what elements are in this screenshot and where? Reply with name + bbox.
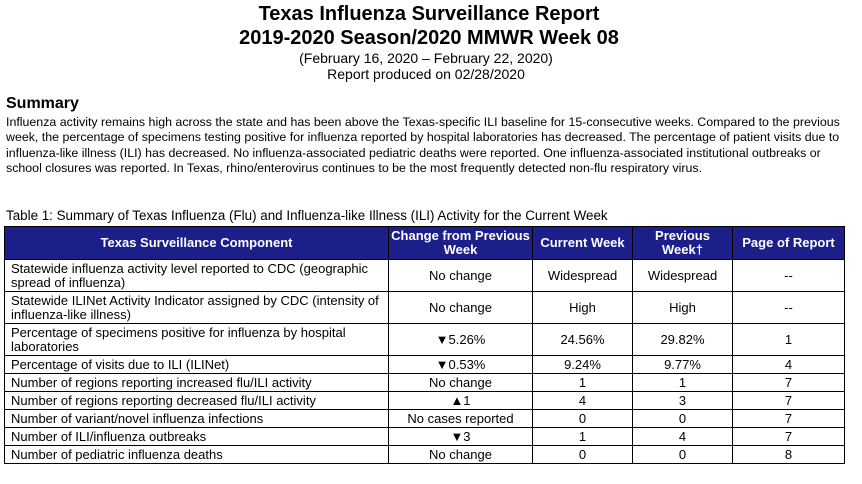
current-week-cell: 0 xyxy=(532,445,633,464)
component-cell: Statewide influenza activity level repor… xyxy=(4,259,389,292)
current-week-cell: Widespread xyxy=(532,259,633,292)
table-row: Statewide ILINet Activity Indicator assi… xyxy=(4,291,845,324)
component-cell: Percentage of visits due to ILI (ILINet) xyxy=(4,355,389,374)
report-date-range: (February 16, 2020 – February 22, 2020) xyxy=(299,50,553,66)
current-week-cell: 9.24% xyxy=(532,355,633,374)
change-cell: ▼3 xyxy=(388,427,533,446)
table-row: Number of regions reporting increased fl… xyxy=(4,373,845,392)
previous-week-cell: Widespread xyxy=(632,259,733,292)
page-cell: 8 xyxy=(732,445,845,464)
component-cell: Number of regions reporting increased fl… xyxy=(4,373,389,392)
table-caption: Table 1: Summary of Texas Influenza (Flu… xyxy=(6,208,608,223)
current-week-cell: High xyxy=(532,291,633,324)
component-cell: Percentage of specimens positive for inf… xyxy=(4,323,389,356)
current-week-cell: 1 xyxy=(532,427,633,446)
report-season-week: 2019-2020 Season/2020 MMWR Week 08 xyxy=(239,27,619,49)
table-row: Number of variant/novel influenza infect… xyxy=(4,409,845,428)
column-header: Previous Week† xyxy=(632,226,733,260)
column-header: Texas Surveillance Component xyxy=(4,226,389,260)
page-cell: 1 xyxy=(732,323,845,356)
previous-week-cell: 3 xyxy=(632,391,733,410)
current-week-cell: 1 xyxy=(532,373,633,392)
report-produced-date: Report produced on 02/28/2020 xyxy=(327,66,525,82)
page-cell: 7 xyxy=(732,391,845,410)
component-cell: Number of pediatric influenza deaths xyxy=(4,445,389,464)
summary-paragraph: Influenza activity remains high across t… xyxy=(6,115,840,175)
change-cell: ▼5.26% xyxy=(388,323,533,356)
component-cell: Statewide ILINet Activity Indicator assi… xyxy=(4,291,389,324)
page-cell: -- xyxy=(732,291,845,324)
change-cell: No change xyxy=(388,259,533,292)
component-cell: Number of variant/novel influenza infect… xyxy=(4,409,389,428)
change-cell: No change xyxy=(388,291,533,324)
column-header: Current Week xyxy=(532,226,633,260)
table-row: Number of pediatric influenza deaths No … xyxy=(4,445,845,464)
previous-week-cell: 0 xyxy=(632,445,733,464)
change-cell: ▼0.53% xyxy=(388,355,533,374)
page-cell: 7 xyxy=(732,427,845,446)
summary-heading: Summary xyxy=(6,95,79,112)
previous-week-cell: 9.77% xyxy=(632,355,733,374)
change-cell: No change xyxy=(388,373,533,392)
page-cell: -- xyxy=(732,259,845,292)
current-week-cell: 24.56% xyxy=(532,323,633,356)
report-title: Texas Influenza Surveillance Report xyxy=(258,3,600,25)
previous-week-cell: 29.82% xyxy=(632,323,733,356)
page-cell: 4 xyxy=(732,355,845,374)
table-row: Statewide influenza activity level repor… xyxy=(4,259,845,292)
page-cell: 7 xyxy=(732,409,845,428)
column-header: Change from Previous Week xyxy=(388,226,533,260)
change-cell: ▲1 xyxy=(388,391,533,410)
component-cell: Number of regions reporting decreased fl… xyxy=(4,391,389,410)
change-cell: No change xyxy=(388,445,533,464)
previous-week-cell: 4 xyxy=(632,427,733,446)
component-cell: Number of ILI/influenza outbreaks xyxy=(4,427,389,446)
surveillance-summary-table: Texas Surveillance Component Change from… xyxy=(4,226,845,464)
previous-week-cell: 1 xyxy=(632,373,733,392)
table-row: Number of ILI/influenza outbreaks ▼3 1 4… xyxy=(4,427,845,446)
table-row: Percentage of specimens positive for inf… xyxy=(4,323,845,356)
table-header-row: Texas Surveillance Component Change from… xyxy=(4,226,845,260)
column-header: Page of Report xyxy=(732,226,845,260)
report-header: Texas Influenza Surveillance Report 2019… xyxy=(0,2,862,82)
current-week-cell: 4 xyxy=(532,391,633,410)
previous-week-cell: 0 xyxy=(632,409,733,428)
table-row: Number of regions reporting decreased fl… xyxy=(4,391,845,410)
page-cell: 7 xyxy=(732,373,845,392)
change-cell: No cases reported xyxy=(388,409,533,428)
previous-week-cell: High xyxy=(632,291,733,324)
table-row: Percentage of visits due to ILI (ILINet)… xyxy=(4,355,845,374)
current-week-cell: 0 xyxy=(532,409,633,428)
